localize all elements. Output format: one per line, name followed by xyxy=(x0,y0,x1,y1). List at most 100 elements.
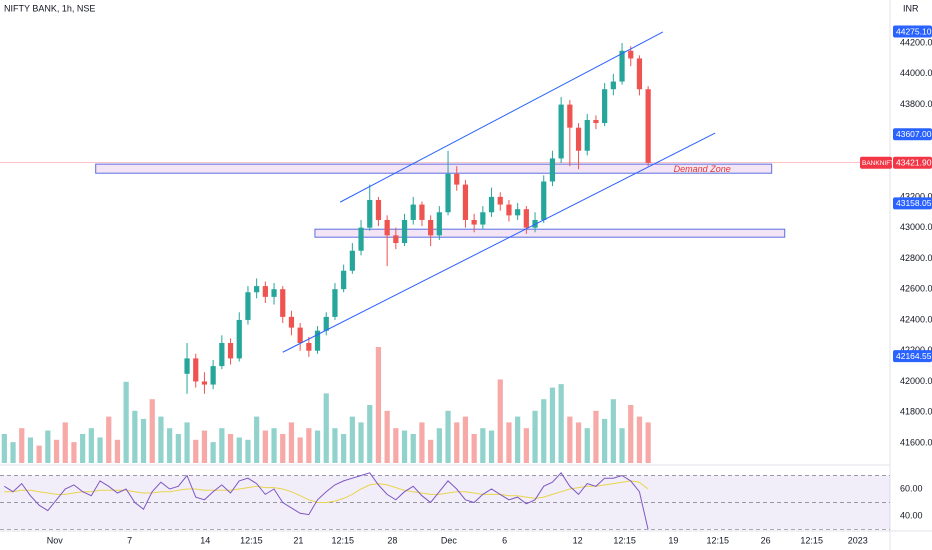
volume-bar xyxy=(184,422,190,463)
volume-bar xyxy=(1,434,7,463)
last-price-label: 43421.90 xyxy=(896,158,932,168)
volume-bar xyxy=(471,434,477,463)
price-tag-label: 44275.10 xyxy=(896,26,932,36)
candle-body xyxy=(358,227,364,251)
volume-bar xyxy=(71,442,77,463)
y-tick-label: 44000.00 xyxy=(900,68,932,78)
volume-bar xyxy=(532,410,538,463)
candle-body xyxy=(297,327,303,344)
volume-bar xyxy=(367,405,373,463)
volume-bar xyxy=(341,434,347,463)
y-tick-label: 42000.00 xyxy=(900,376,932,386)
candle-body xyxy=(454,173,460,185)
volume-bar xyxy=(454,422,460,463)
candle-body xyxy=(210,366,216,385)
volume-bar xyxy=(306,428,312,463)
candle-body xyxy=(602,89,608,124)
candle-body xyxy=(575,127,582,151)
candle-body xyxy=(558,104,564,159)
y-tick-label: 42800.00 xyxy=(900,253,932,263)
candle-body xyxy=(219,343,225,367)
volume-bar xyxy=(158,416,164,463)
volume-bar xyxy=(97,437,103,463)
volume-bar xyxy=(515,416,521,463)
y-tick-label: 42400.00 xyxy=(900,314,932,324)
candle-body xyxy=(488,196,495,213)
price-tag xyxy=(893,197,932,210)
volume-bar xyxy=(628,405,634,463)
volume-bar xyxy=(636,416,643,463)
volume-bar xyxy=(488,430,495,463)
candle-body xyxy=(227,343,234,359)
demand-zone xyxy=(95,163,773,174)
volume-bar xyxy=(19,428,25,463)
candle-body xyxy=(445,173,451,213)
candle-body xyxy=(593,119,599,124)
volume-bar xyxy=(262,430,268,463)
symbol-tag-label: BANKNIFTY xyxy=(862,160,899,167)
volume-bar xyxy=(80,434,86,463)
volume-bar xyxy=(236,437,242,463)
candle-body xyxy=(619,50,625,82)
candle-body xyxy=(280,289,286,317)
volume-bar xyxy=(462,416,469,463)
currency: INR xyxy=(903,3,919,13)
volume-bar xyxy=(593,410,599,463)
y-tick-label: 43000.00 xyxy=(900,222,932,232)
volume-bar xyxy=(132,410,138,463)
x-tick-label: 12:15 xyxy=(800,535,823,545)
y-tick-label: 41600.00 xyxy=(900,437,932,447)
candle-body xyxy=(332,289,338,317)
candle-body xyxy=(410,204,416,220)
volume-bar xyxy=(140,418,147,463)
volume-bar xyxy=(106,416,112,463)
y-tick-label: 41800.00 xyxy=(900,407,932,417)
price-tag-label: 43607.00 xyxy=(896,129,932,139)
price-tag xyxy=(893,128,932,141)
volume-bar xyxy=(62,422,68,463)
x-tick-label: 12:15 xyxy=(706,535,729,545)
y-tick-label: 43800.00 xyxy=(900,99,932,109)
candle-body xyxy=(428,219,434,236)
candle-body xyxy=(462,184,469,220)
rsi-values-line xyxy=(4,471,649,530)
volume-bar xyxy=(332,428,338,463)
candle-body xyxy=(323,316,329,331)
volume-bar xyxy=(245,439,251,463)
price-tag xyxy=(893,350,932,363)
candle-body xyxy=(628,50,634,59)
candle-body xyxy=(419,204,425,220)
y-tick-label: 42600.00 xyxy=(900,284,932,294)
candle-body xyxy=(645,89,651,163)
volume-bar xyxy=(167,428,173,463)
price-tag-label: 42164.55 xyxy=(896,351,932,361)
candle-body xyxy=(193,358,199,382)
candle-body xyxy=(306,343,312,351)
candle-body xyxy=(436,212,442,236)
candle-body xyxy=(384,219,390,236)
rsi-tick-label: 60.00 xyxy=(900,483,923,493)
candle-body xyxy=(288,316,295,328)
volume-bar xyxy=(645,422,651,463)
volume-bar xyxy=(480,428,486,463)
candle-body xyxy=(584,119,590,151)
volume-bar xyxy=(575,422,582,463)
volume-bar xyxy=(175,434,181,463)
volume-bar xyxy=(436,428,442,463)
price-tag xyxy=(893,25,932,38)
volume-bar xyxy=(584,428,590,463)
y-tick-label: 43200.00 xyxy=(900,191,932,201)
volume-bar xyxy=(210,442,216,463)
rsi-tick-label: 40.00 xyxy=(900,510,923,520)
volume-bar xyxy=(88,428,94,463)
x-tick-label: 7 xyxy=(127,535,132,545)
volume-bar xyxy=(27,437,34,463)
volume-bar xyxy=(393,428,399,463)
candle-body xyxy=(314,330,321,351)
volume-bar xyxy=(506,422,512,463)
candle-body xyxy=(201,381,208,385)
candle-body xyxy=(367,199,373,228)
x-tick-label: 28 xyxy=(387,535,397,545)
